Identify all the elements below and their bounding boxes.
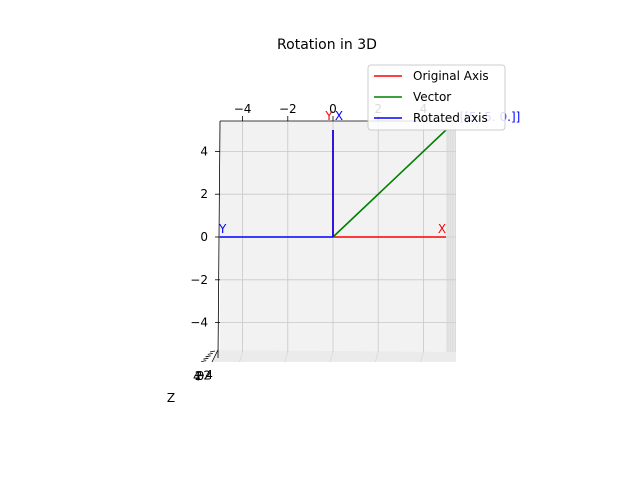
y-tick-label: −2 xyxy=(190,273,208,287)
x-tick-label: −4 xyxy=(234,102,252,116)
legend-label: Vector xyxy=(413,90,451,104)
left-axis-line xyxy=(217,120,221,359)
plot-lines xyxy=(220,129,447,238)
floor-grid-line xyxy=(329,351,334,363)
z-axis-line xyxy=(211,349,219,363)
legend-label: Original Axis xyxy=(413,69,489,83)
legend-frame xyxy=(367,64,506,131)
y-tick-label: −4 xyxy=(190,316,208,330)
original-axis-axis-label: X xyxy=(438,222,446,236)
floor-pane xyxy=(212,350,456,362)
z-tick-mark xyxy=(201,360,207,362)
floor-grid-line xyxy=(284,351,289,363)
floor-grid-line xyxy=(374,351,379,363)
vector-line xyxy=(332,129,447,238)
z-tick-label: 2 xyxy=(195,369,203,383)
right-side-pane xyxy=(446,121,456,352)
y-tick-label: 2 xyxy=(200,187,208,201)
floor-grid-line xyxy=(239,351,243,363)
z-tick-mark xyxy=(209,350,216,353)
z-axis-label: Z xyxy=(167,391,175,405)
rotated-axis-axis-label: X xyxy=(335,109,343,123)
z-tick-label: −4 xyxy=(195,368,213,382)
y-tick-label: 4 xyxy=(200,144,208,158)
x-tick-label: −2 xyxy=(279,102,297,116)
chart-title: Rotation in 3D xyxy=(277,37,377,53)
legend: Original Axis Vector Rotated axis xyxy=(367,64,506,131)
z-tick-label: 4 xyxy=(193,370,201,384)
z-tick-label: −2 xyxy=(193,368,211,382)
x-tick-label: 0 xyxy=(329,102,337,116)
z-tick-label: 0 xyxy=(197,369,205,383)
floor-grid-line xyxy=(420,351,424,363)
z-tick-mark xyxy=(207,353,213,355)
z-tick-mark xyxy=(205,355,211,358)
original-axis-axis-label: Y xyxy=(324,109,333,123)
y-tick-label: 0 xyxy=(200,230,208,244)
rotated-axis-axis-label: Y xyxy=(218,222,227,236)
legend-label: Rotated axis xyxy=(413,111,488,125)
z-tick-mark xyxy=(203,357,209,360)
